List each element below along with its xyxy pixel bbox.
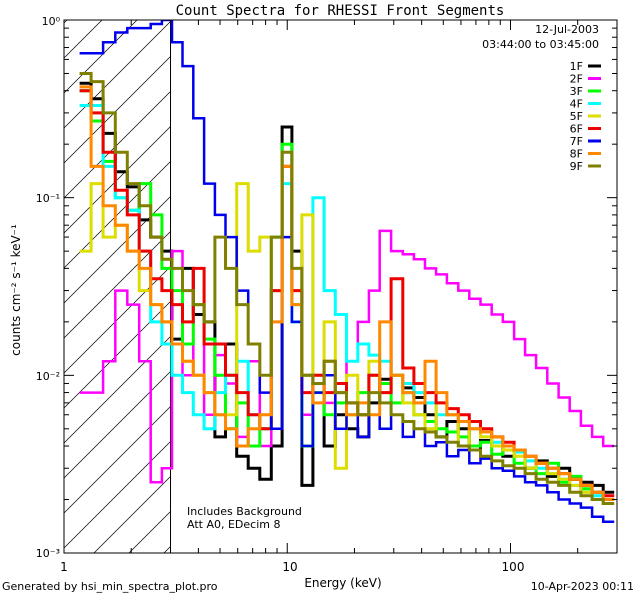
legend-label-7F: 7F — [570, 135, 583, 148]
y-tick-label-1e-2: 10⁻² — [36, 370, 60, 383]
time-range-label: 03:44:00 to 03:45:00 — [482, 38, 599, 51]
series-9F — [79, 72, 615, 505]
legend-label-2F: 2F — [570, 73, 583, 86]
legend-label-9F: 9F — [570, 160, 583, 173]
hatch-line — [64, 265, 171, 374]
hatch-line — [64, 335, 171, 444]
y-axis-label: counts cm⁻² s⁻¹ keV⁻¹ — [9, 224, 23, 356]
legend-label-1F: 1F — [570, 60, 583, 73]
hatch-line — [64, 195, 171, 304]
y-tick-label-1e0: 10⁰ — [42, 15, 61, 28]
x-tick-label-100: 100 — [502, 560, 525, 574]
hatch-line — [64, 300, 171, 409]
hatch-line — [64, 20, 171, 129]
hatch-line — [64, 90, 171, 199]
date-label: 12-Jul-2003 — [535, 23, 599, 36]
annotation-attenuator: Att A0, EDecim 8 — [187, 518, 280, 531]
legend-label-4F: 4F — [570, 98, 583, 111]
x-axis-label: Energy (keV) — [304, 576, 381, 590]
annotation-background: Includes Background — [187, 505, 302, 518]
x-tick-label-1: 1 — [60, 560, 68, 574]
chart-title: Count Spectra for RHESSI Front Segments — [176, 3, 505, 19]
axis-ticks — [63, 19, 618, 554]
hatch-line — [64, 370, 171, 479]
hatch-line — [64, 160, 171, 269]
legend-label-5F: 5F — [570, 110, 583, 123]
footer-generated-by: Generated by hsi_min_spectra_plot.pro — [2, 580, 218, 593]
legend-label-8F: 8F — [570, 148, 583, 161]
hatch-line — [64, 230, 171, 339]
footer-timestamp: 10-Apr-2023 00:11 — [530, 580, 634, 593]
hatch-line — [64, 440, 171, 549]
legend-label-6F: 6F — [570, 123, 583, 136]
hatch-line — [64, 405, 171, 514]
series-layer — [79, 20, 615, 523]
x-tick-label-10: 10 — [282, 560, 297, 574]
hatch-line — [64, 55, 171, 164]
legend-label-3F: 3F — [570, 85, 583, 98]
plot-frame — [63, 19, 618, 554]
y-tick-label-1e-3: 10⁻³ — [36, 547, 60, 560]
y-tick-label-1e-1: 10⁻¹ — [36, 192, 60, 205]
